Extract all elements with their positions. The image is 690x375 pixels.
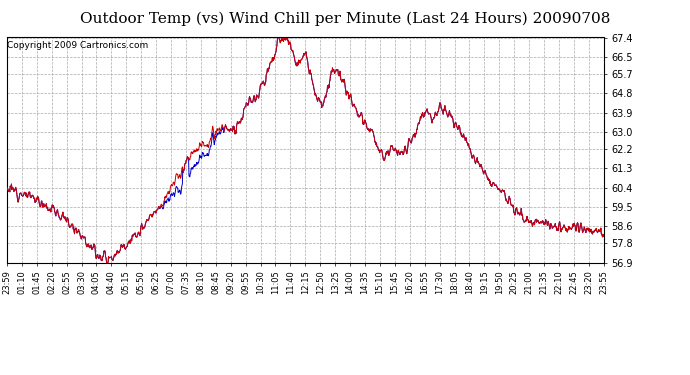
- Text: Copyright 2009 Cartronics.com: Copyright 2009 Cartronics.com: [8, 41, 149, 50]
- Text: Outdoor Temp (vs) Wind Chill per Minute (Last 24 Hours) 20090708: Outdoor Temp (vs) Wind Chill per Minute …: [80, 11, 610, 26]
